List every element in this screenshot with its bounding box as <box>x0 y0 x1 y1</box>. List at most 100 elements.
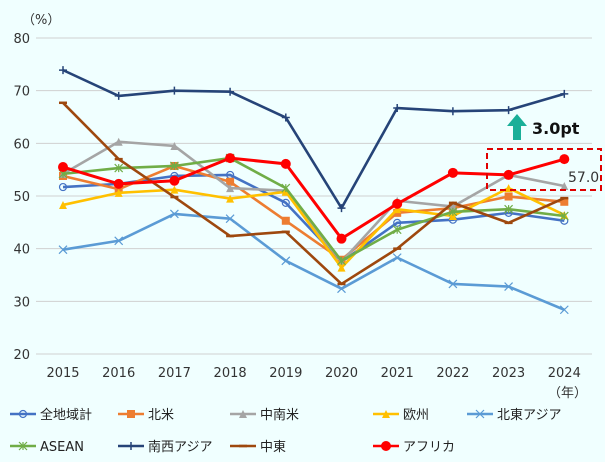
data-point <box>559 154 570 165</box>
x-tick-label: 2021 <box>381 366 414 381</box>
legend-item: 中東 <box>230 439 286 455</box>
data-point <box>225 153 236 164</box>
x-tick-label: 2015 <box>46 366 79 381</box>
y-tick-label: 20 <box>13 348 30 363</box>
data-point <box>392 198 403 209</box>
up-arrow-icon <box>507 114 527 140</box>
data-point <box>59 66 67 75</box>
data-point <box>226 184 235 193</box>
data-point <box>504 106 513 115</box>
legend-marker <box>239 410 247 418</box>
y-tick-label: 40 <box>13 243 30 258</box>
data-point <box>392 225 402 235</box>
y-tick-label: 60 <box>13 137 30 152</box>
data-point <box>560 181 569 190</box>
data-point <box>336 233 347 244</box>
data-point <box>169 175 180 186</box>
y-tick-label: 80 <box>13 32 30 47</box>
series-line <box>62 212 565 311</box>
data-point <box>393 205 402 214</box>
data-point <box>559 211 569 221</box>
series-6 <box>59 66 569 213</box>
x-tick-label: 2017 <box>158 366 191 381</box>
legend-marker <box>18 409 28 419</box>
series-line <box>62 186 565 269</box>
data-point <box>504 204 514 214</box>
legend-item: 欧州 <box>373 408 429 423</box>
data-point <box>393 104 402 113</box>
legend-item: ASEAN <box>10 440 84 455</box>
data-point <box>448 212 457 221</box>
data-point <box>58 162 68 173</box>
change-label: 3.0pt <box>532 119 580 138</box>
highlight-value-label: 57.0 <box>568 170 599 186</box>
y-tick-label: 50 <box>13 190 30 205</box>
series-8 <box>58 153 570 244</box>
data-point <box>448 107 457 116</box>
legend-marker <box>127 410 135 418</box>
legend-label: アフリカ <box>403 440 455 455</box>
data-point <box>226 194 235 203</box>
data-point <box>113 178 124 189</box>
data-point <box>447 167 458 178</box>
data-point <box>337 256 346 266</box>
legend-label: 欧州 <box>403 408 429 423</box>
data-point <box>59 200 67 209</box>
x-tick-label: 2019 <box>269 366 302 381</box>
change-annotation: 3.0pt <box>507 114 580 140</box>
legend-label: 北米 <box>148 408 174 423</box>
highlight-box <box>486 148 602 191</box>
y-axis-label: （%） <box>22 13 60 28</box>
data-point <box>503 169 514 180</box>
legend-item: 南西アジア <box>118 439 212 455</box>
legend-item: 全地域計 <box>10 407 92 423</box>
legend-label: 北東アジア <box>497 407 561 423</box>
legend-item: 中南米 <box>230 407 299 423</box>
legend-item: 北米 <box>118 408 174 423</box>
data-point <box>337 284 346 294</box>
series-line <box>62 68 565 210</box>
data-point <box>448 202 457 211</box>
legend-label: 南西アジア <box>148 439 212 455</box>
x-tick-label: 2022 <box>436 366 469 381</box>
legend-label: 全地域計 <box>40 407 92 423</box>
data-point <box>280 158 291 169</box>
data-point <box>114 137 123 146</box>
data-point <box>504 282 514 292</box>
data-point <box>392 253 402 263</box>
data-point <box>114 236 124 246</box>
data-point <box>281 198 290 207</box>
legend-item: アフリカ <box>373 440 455 455</box>
data-point <box>281 256 291 266</box>
legend-item: 北東アジア <box>467 407 561 423</box>
series-line <box>62 156 565 263</box>
data-point <box>169 161 179 171</box>
series-5 <box>58 153 569 266</box>
data-point <box>559 305 569 315</box>
data-point <box>58 182 68 192</box>
data-point <box>281 113 290 122</box>
series-4 <box>58 209 569 315</box>
data-point <box>448 207 458 217</box>
data-point <box>448 279 458 289</box>
x-tick-label: 2023 <box>492 366 525 381</box>
data-point <box>114 163 124 173</box>
data-point <box>170 185 179 194</box>
data-point <box>58 245 68 255</box>
legend-marker <box>475 409 485 419</box>
x-tick-label: 2020 <box>325 366 358 381</box>
series-line <box>62 173 565 264</box>
data-point <box>226 177 235 186</box>
x-axis-label: （年） <box>548 386 587 401</box>
x-tick-label: 2018 <box>214 366 247 381</box>
legend-marker <box>382 410 390 418</box>
data-point <box>114 188 123 197</box>
legend-label: ASEAN <box>40 440 84 455</box>
y-tick-label: 30 <box>13 295 30 310</box>
data-point <box>170 141 179 150</box>
data-point <box>226 87 235 96</box>
series-line <box>62 164 565 262</box>
data-point <box>281 216 290 225</box>
